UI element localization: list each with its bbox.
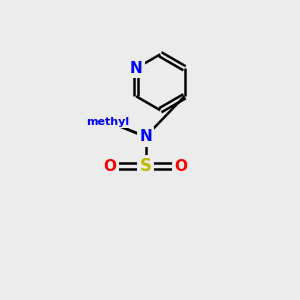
Text: N: N [130, 61, 142, 76]
Text: O: O [104, 159, 117, 174]
Text: O: O [174, 159, 188, 174]
Text: N: N [139, 129, 152, 144]
Text: methyl: methyl [86, 117, 129, 127]
Text: S: S [140, 157, 152, 175]
